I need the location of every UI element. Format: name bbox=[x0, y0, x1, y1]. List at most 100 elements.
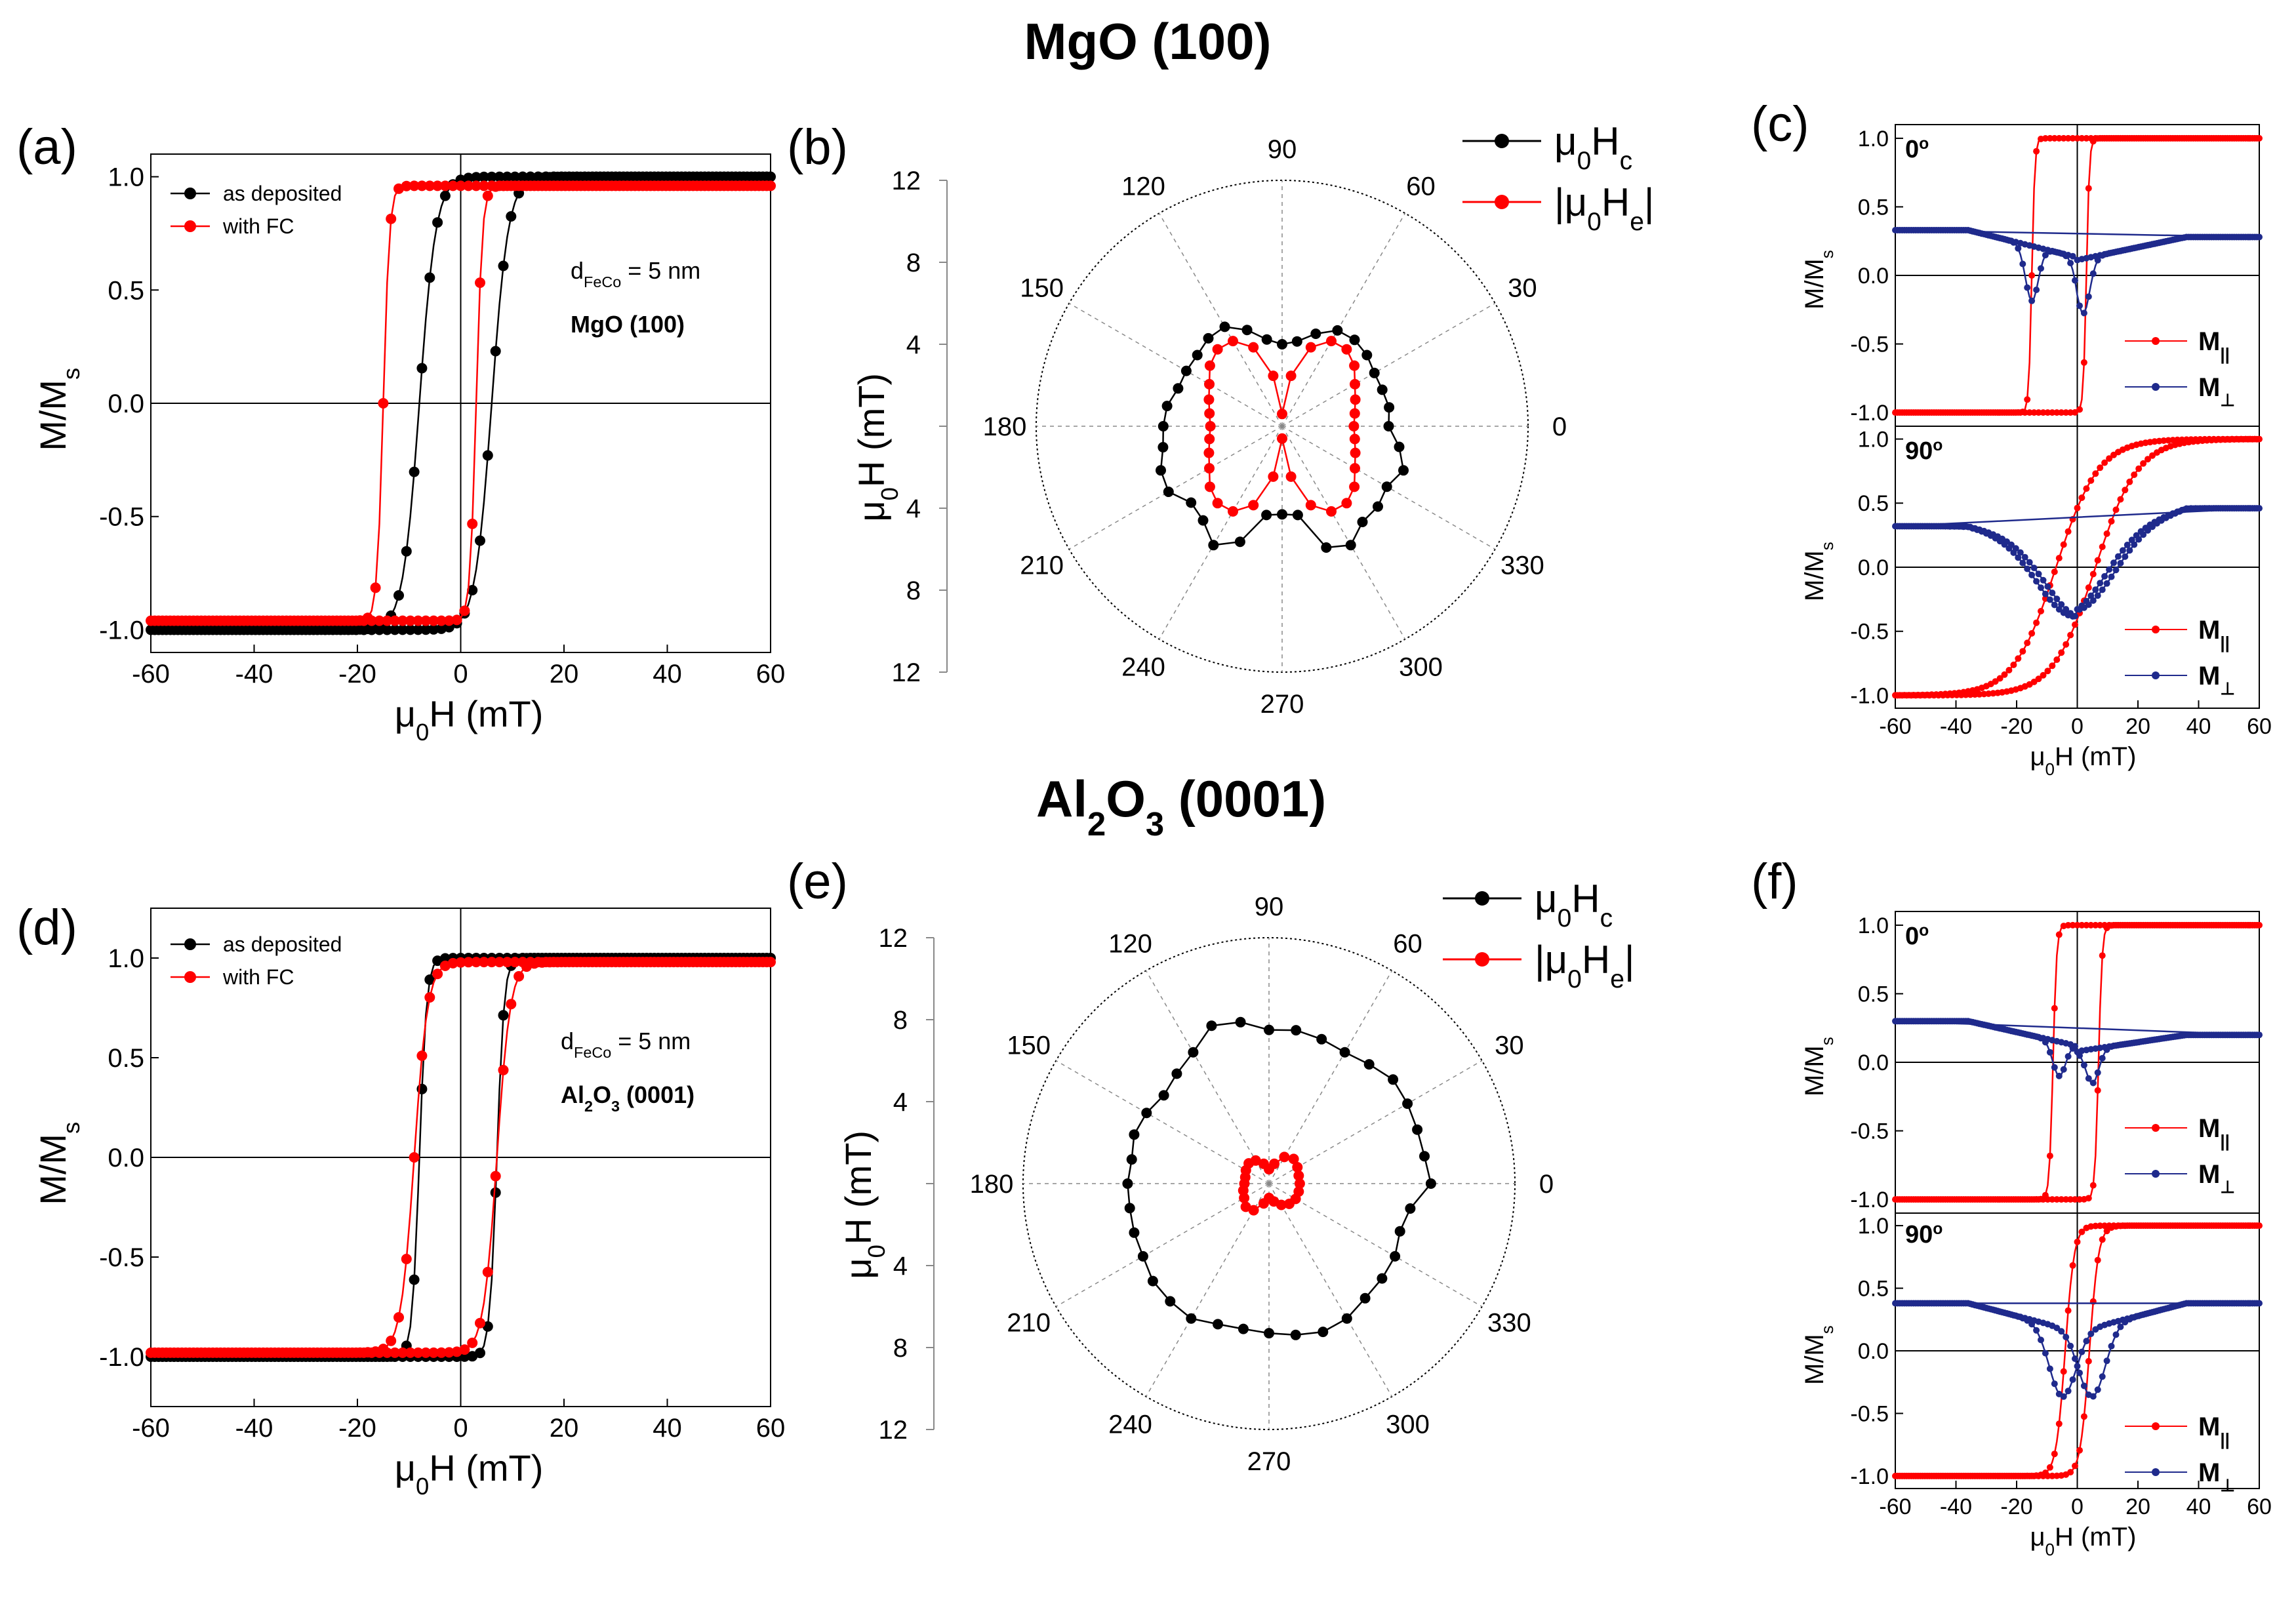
data-point bbox=[1899, 227, 1906, 233]
data-point bbox=[2078, 1228, 2085, 1235]
data-point bbox=[2140, 134, 2147, 142]
data-point bbox=[2126, 547, 2133, 554]
legend-marker bbox=[2152, 383, 2160, 391]
data-point bbox=[637, 957, 649, 968]
data-point bbox=[374, 615, 385, 626]
data-point bbox=[2092, 470, 2099, 477]
series-2 bbox=[1203, 336, 1361, 517]
data-point bbox=[1917, 1300, 1924, 1307]
data-point bbox=[583, 180, 594, 191]
data-point bbox=[2092, 586, 2099, 593]
data-point bbox=[1976, 1196, 1983, 1203]
data-point bbox=[1137, 1250, 1148, 1262]
data-point bbox=[1962, 691, 1969, 698]
data-point bbox=[1939, 1300, 1946, 1307]
data-point bbox=[2099, 952, 2106, 959]
data-point bbox=[494, 171, 505, 182]
data-point bbox=[467, 518, 478, 529]
data-point bbox=[1361, 350, 1373, 361]
data-point bbox=[1903, 409, 1910, 416]
y-axis-label: M/Ms bbox=[1800, 542, 1837, 601]
panel-letter: (a) bbox=[16, 119, 77, 175]
data-point bbox=[2072, 1043, 2078, 1050]
x-tick-label: 0 bbox=[453, 660, 468, 689]
data-point bbox=[432, 955, 443, 967]
data-point bbox=[413, 1347, 424, 1358]
data-point bbox=[273, 615, 284, 626]
data-point bbox=[2030, 409, 2038, 416]
x-axis-label: μ0H (mT) bbox=[2030, 742, 2137, 779]
data-point bbox=[2040, 1472, 2047, 1479]
data-point bbox=[2235, 505, 2242, 512]
data-point bbox=[1384, 402, 1395, 413]
polar-spoke bbox=[1055, 1183, 1270, 1308]
data-point bbox=[1293, 1186, 1304, 1197]
data-point bbox=[2058, 409, 2065, 416]
data-point bbox=[234, 624, 245, 635]
panel-letter: (d) bbox=[16, 900, 77, 955]
y-tick-label: 0.5 bbox=[1858, 195, 1889, 220]
data-point bbox=[2060, 923, 2067, 930]
data-point bbox=[2044, 1472, 2051, 1479]
data-point bbox=[2060, 541, 2067, 548]
data-point bbox=[2122, 487, 2129, 494]
data-point bbox=[2176, 1222, 2183, 1230]
data-point bbox=[2253, 233, 2261, 241]
legend-marker bbox=[2152, 1468, 2160, 1476]
series-2 bbox=[1892, 1300, 2263, 1400]
data-point bbox=[529, 180, 540, 191]
data-point bbox=[234, 1347, 245, 1358]
data-point bbox=[2051, 1064, 2058, 1071]
data-point bbox=[1285, 370, 1297, 382]
legend-marker bbox=[1475, 952, 1489, 967]
data-point bbox=[1953, 1018, 1960, 1025]
data-point bbox=[1996, 675, 2004, 682]
data-point bbox=[684, 957, 695, 968]
series-1 bbox=[1122, 1016, 1436, 1340]
data-point bbox=[1912, 227, 1920, 233]
data-point bbox=[1203, 332, 1214, 344]
data-point bbox=[2119, 547, 2126, 554]
legend-marker bbox=[184, 220, 196, 232]
data-point bbox=[2253, 1031, 2261, 1039]
data-point bbox=[401, 546, 412, 557]
data-point bbox=[2217, 233, 2224, 241]
data-point bbox=[2110, 559, 2117, 567]
data-point bbox=[242, 615, 253, 626]
data-point bbox=[2103, 1357, 2110, 1365]
data-point bbox=[2117, 559, 2124, 567]
data-point bbox=[319, 1347, 331, 1358]
data-point bbox=[490, 1170, 501, 1182]
data-point bbox=[366, 615, 377, 626]
data-point bbox=[575, 171, 586, 182]
data-point bbox=[2222, 134, 2228, 142]
radial-tick-label: 8 bbox=[893, 1334, 908, 1363]
data-point bbox=[2030, 565, 2038, 572]
data-point bbox=[738, 180, 749, 191]
data-point bbox=[2217, 1300, 2224, 1307]
data-point bbox=[203, 615, 214, 626]
data-point bbox=[2021, 1196, 2028, 1203]
y-tick-label: 1.0 bbox=[1858, 913, 1889, 938]
x-tick-label: 20 bbox=[2125, 714, 2150, 739]
data-point bbox=[2181, 1222, 2188, 1230]
data-point bbox=[723, 171, 733, 182]
data-point bbox=[2064, 1053, 2072, 1060]
data-point bbox=[1248, 342, 1259, 353]
polar-spoke bbox=[1145, 1183, 1270, 1397]
y-tick-label: 0.0 bbox=[1858, 555, 1889, 580]
data-point bbox=[2087, 1330, 2095, 1338]
angle-label: 270 bbox=[1260, 690, 1304, 719]
data-point bbox=[699, 180, 710, 191]
data-point bbox=[2249, 1300, 2256, 1307]
data-point bbox=[1402, 1098, 1413, 1110]
data-point bbox=[653, 957, 664, 968]
data-point bbox=[2204, 1031, 2211, 1039]
data-point bbox=[2244, 1300, 2251, 1307]
legend-label: M|| bbox=[2198, 1114, 2230, 1151]
data-point bbox=[2019, 648, 2026, 655]
data-point bbox=[413, 624, 424, 635]
data-point bbox=[2244, 921, 2251, 929]
data-point bbox=[2083, 921, 2090, 929]
data-point bbox=[1903, 1472, 1910, 1479]
